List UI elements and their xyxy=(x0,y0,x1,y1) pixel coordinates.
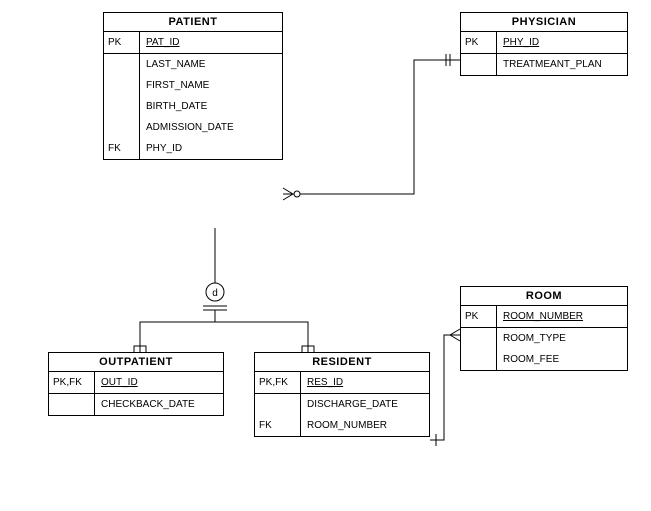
key-cell xyxy=(461,349,497,370)
pk-attr: PHY_ID xyxy=(497,32,627,54)
attr-cell: CHECKBACK_DATE xyxy=(95,394,223,415)
key-cell xyxy=(104,75,140,96)
pk-label: PK,FK xyxy=(255,372,301,394)
entity-title: ROOM xyxy=(461,287,627,306)
entity-row: FK PHY_ID xyxy=(104,138,282,159)
entity-header-row: PK PHY_ID xyxy=(461,32,627,54)
attr-cell: ROOM_FEE xyxy=(497,349,627,370)
pk-label: PK xyxy=(104,32,140,54)
pk-attr: PAT_ID xyxy=(140,32,282,54)
entity-row: ADMISSION_DATE xyxy=(104,117,282,138)
entity-row: TREATMEANT_PLAN xyxy=(461,54,627,75)
attr-cell: ROOM_TYPE xyxy=(497,328,627,349)
er-diagram-canvas: PATIENT PK PAT_ID LAST_NAME FIRST_NAME B… xyxy=(0,0,651,511)
entity-resident: RESIDENT PK,FK RES_ID DISCHARGE_DATE FK … xyxy=(254,352,430,437)
attr-cell: PHY_ID xyxy=(140,138,282,159)
entity-row: FK ROOM_NUMBER xyxy=(255,415,429,436)
attr-cell: LAST_NAME xyxy=(140,54,282,75)
pk-label: PK xyxy=(461,306,497,328)
key-cell xyxy=(104,117,140,138)
attr-cell: BIRTH_DATE xyxy=(140,96,282,117)
attr-cell: DISCHARGE_DATE xyxy=(301,394,429,415)
entity-header-row: PK,FK OUT_ID xyxy=(49,372,223,394)
key-cell: FK xyxy=(255,415,301,436)
attr-cell: ADMISSION_DATE xyxy=(140,117,282,138)
connector-patient-physician xyxy=(283,54,460,200)
entity-header-row: PK PAT_ID xyxy=(104,32,282,54)
entity-row: DISCHARGE_DATE xyxy=(255,394,429,415)
entity-patient: PATIENT PK PAT_ID LAST_NAME FIRST_NAME B… xyxy=(103,12,283,160)
attr-cell: FIRST_NAME xyxy=(140,75,282,96)
key-cell xyxy=(255,394,301,415)
key-cell xyxy=(104,96,140,117)
entity-title: RESIDENT xyxy=(255,353,429,372)
attr-cell: TREATMEANT_PLAN xyxy=(497,54,627,75)
entity-row: LAST_NAME xyxy=(104,54,282,75)
entity-header-row: PK,FK RES_ID xyxy=(255,372,429,394)
pk-attr: ROOM_NUMBER xyxy=(497,306,627,328)
entity-row: ROOM_FEE xyxy=(461,349,627,370)
entity-row: FIRST_NAME xyxy=(104,75,282,96)
entity-title: PATIENT xyxy=(104,13,282,32)
pk-label: PK,FK xyxy=(49,372,95,394)
entity-physician: PHYSICIAN PK PHY_ID TREATMEANT_PLAN xyxy=(460,12,628,76)
key-cell xyxy=(461,54,497,75)
pk-label: PK xyxy=(461,32,497,54)
entity-row: ROOM_TYPE xyxy=(461,328,627,349)
entity-title: OUTPATIENT xyxy=(49,353,223,372)
key-cell xyxy=(461,328,497,349)
pk-attr: OUT_ID xyxy=(95,372,223,394)
key-cell xyxy=(104,54,140,75)
key-cell: FK xyxy=(104,138,140,159)
entity-row: BIRTH_DATE xyxy=(104,96,282,117)
entity-room: ROOM PK ROOM_NUMBER ROOM_TYPE ROOM_FEE xyxy=(460,286,628,371)
connector-resident-room xyxy=(430,329,460,446)
entity-row: CHECKBACK_DATE xyxy=(49,394,223,415)
attr-cell: ROOM_NUMBER xyxy=(301,415,429,436)
entity-outpatient: OUTPATIENT PK,FK OUT_ID CHECKBACK_DATE xyxy=(48,352,224,416)
subtype-connector: d xyxy=(134,228,314,352)
entity-header-row: PK ROOM_NUMBER xyxy=(461,306,627,328)
entity-title: PHYSICIAN xyxy=(461,13,627,32)
pk-attr: RES_ID xyxy=(301,372,429,394)
subtype-discriminator-label: d xyxy=(212,288,218,299)
key-cell xyxy=(49,394,95,415)
